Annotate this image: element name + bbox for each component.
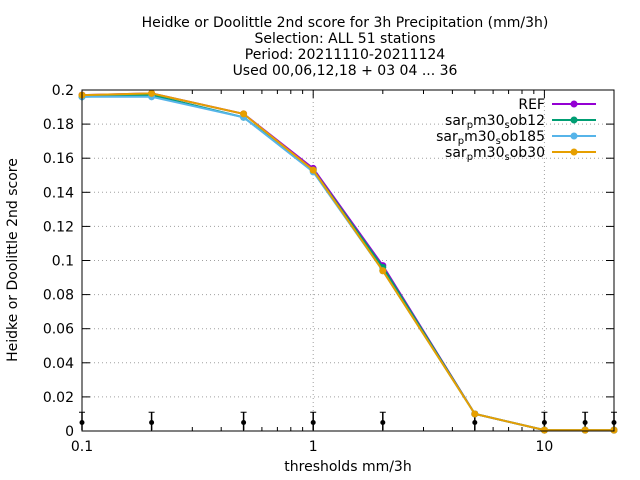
bottom-marker-dot	[541, 419, 547, 425]
data-point	[581, 426, 589, 434]
grid	[82, 90, 614, 431]
chart-title: Heidke or Doolittle 2nd score for 3h Pre…	[142, 15, 549, 79]
y-tick-label: 0.1	[52, 254, 74, 270]
chart-title-line-1: Heidke or Doolittle 2nd score for 3h Pre…	[142, 15, 549, 31]
chart-title-line-2: Selection: ALL 51 stations	[254, 31, 435, 47]
x-axis-label: thresholds mm/3h	[284, 459, 411, 475]
data-point	[540, 426, 548, 434]
axis-ticks: 0 0.02 0.04 0.06 0.08 0.1 0.12 0.14 0.16 0.18 0.2 0…	[43, 83, 614, 455]
y-tick-label: 0.16	[43, 151, 74, 167]
chart-title-line-4: Used 00,06,12,18 + 03 04 ... 36	[233, 63, 458, 79]
bottom-marker-dot	[472, 419, 478, 425]
data-point	[240, 110, 248, 118]
x-tick-label: 1	[309, 439, 318, 455]
y-tick-label: 0.04	[43, 356, 74, 372]
bottom-marker-dot	[149, 419, 155, 425]
legend-swatch-point-1	[570, 116, 578, 124]
bottom-markers	[79, 411, 617, 431]
y-tick-label: 0.08	[43, 288, 74, 304]
bottom-marker-dot	[310, 419, 316, 425]
data-point	[471, 410, 479, 418]
legend-swatch-point-0	[570, 100, 578, 108]
y-tick-label: 0	[65, 424, 74, 440]
y-tick-label: 0.18	[43, 117, 74, 133]
data-point	[148, 89, 156, 97]
legend-label-2: sarpm30sob185	[436, 129, 545, 147]
legend-label-0: REF	[518, 97, 545, 113]
bottom-marker-dot	[241, 419, 247, 425]
legend-swatch-point-2	[570, 132, 578, 140]
plot-frame	[81, 89, 615, 432]
y-tick-label: 0.14	[43, 185, 74, 201]
data-point	[309, 166, 317, 174]
bottom-marker-dot	[582, 419, 588, 425]
legend-label-3: sarpm30sob30	[445, 145, 545, 163]
chart-title-line-3: Period: 20211110-20211124	[245, 47, 445, 63]
y-tick-label: 0.02	[43, 390, 74, 406]
legend-swatch-point-3	[570, 148, 578, 156]
legend-label-1: sarpm30sob12	[445, 113, 545, 131]
y-tick-label: 0.12	[43, 219, 74, 235]
x-tick-label: 0.1	[71, 439, 93, 455]
y-tick-label: 0.06	[43, 322, 74, 338]
x-tick-label: 10	[535, 439, 553, 455]
y-tick-label: 0.2	[52, 83, 74, 99]
bottom-marker-dot	[380, 419, 386, 425]
y-axis-label: Heidke or Doolittle 2nd score	[5, 158, 21, 362]
data-point	[379, 267, 387, 275]
